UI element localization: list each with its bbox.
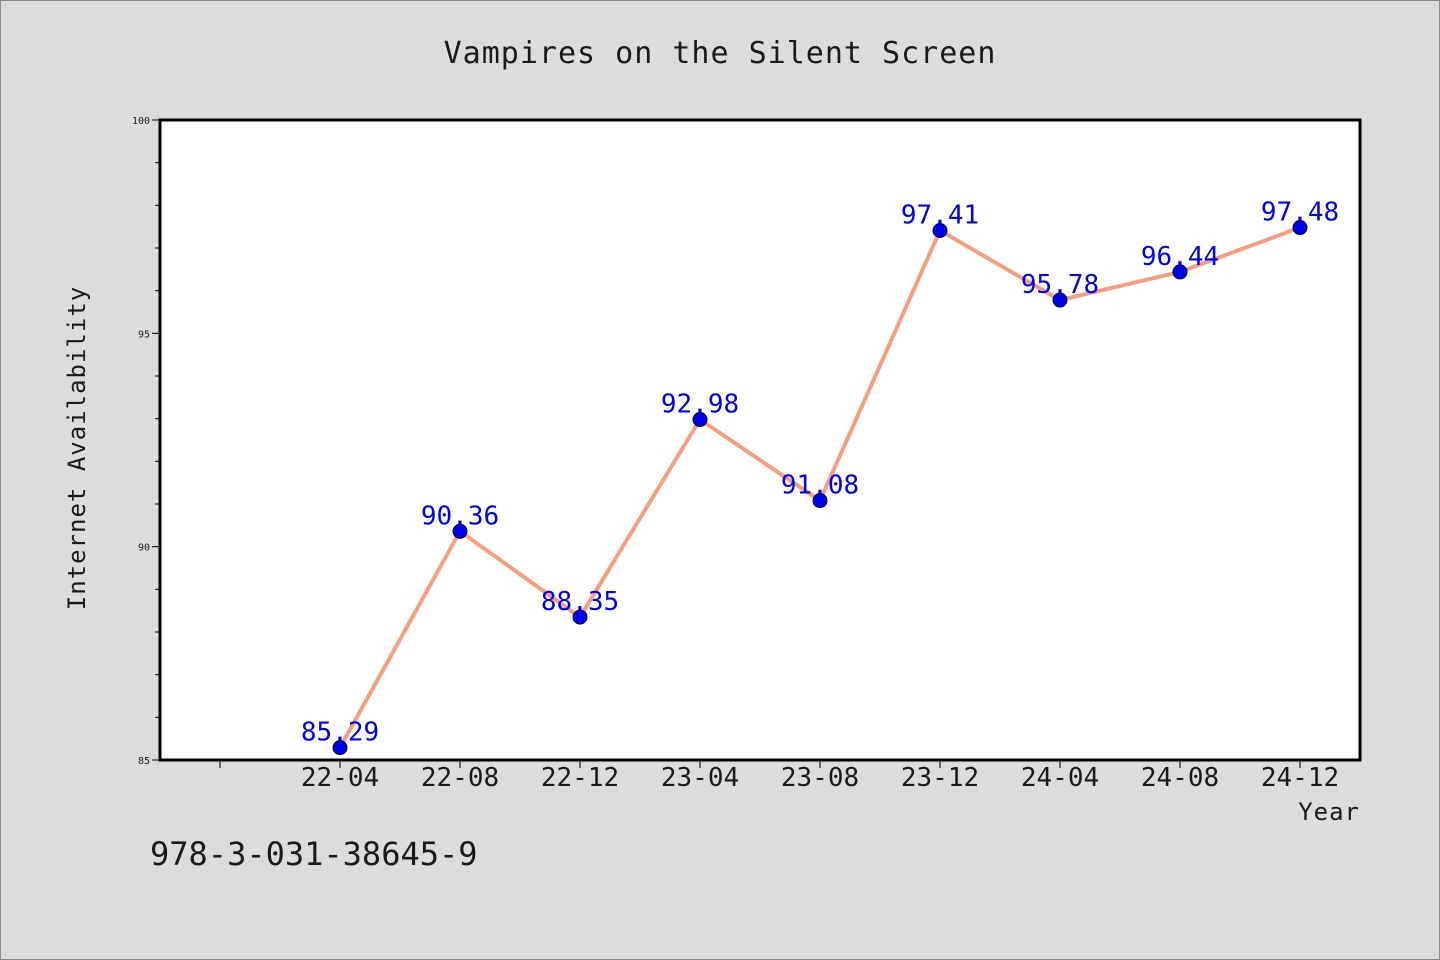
data-label: 92.98 (661, 390, 739, 420)
data-label: 96.44 (1141, 242, 1219, 272)
chart-title: Vampires on the Silent Screen (444, 36, 997, 71)
x-axis-label: Year (1298, 798, 1360, 826)
x-axis: 22-04 22-08 22-12 23-04 23-08 23-12 24-04 24-08… (219, 760, 1339, 793)
data-label: 97.41 (901, 201, 979, 231)
x-tick-label: 22-08 (421, 763, 499, 793)
data-point (332, 740, 348, 756)
data-label: 85.29 (301, 718, 379, 748)
x-tick-label: 23-12 (901, 763, 979, 793)
data-label: 88.35 (541, 587, 619, 617)
data-point (1172, 264, 1188, 280)
y-axis: 85 90 95 100 (132, 116, 160, 767)
x-tick-label: 24-04 (1021, 763, 1099, 793)
x-tick-label: 23-08 (781, 763, 859, 793)
data-point (692, 412, 708, 428)
x-tick-label: 23-04 (661, 763, 739, 793)
plot-area (158, 118, 1362, 762)
x-tick-label: 22-04 (301, 763, 379, 793)
series-line: 85.29 90.36 88.35 92.98 91.08 97.41 95.78 96.44… (301, 198, 1339, 756)
y-tick-label: 90 (138, 543, 150, 554)
isbn-annotation: 978-3-031-38645-9 (150, 835, 478, 873)
y-tick-label: 95 (138, 329, 150, 340)
data-label: 95.78 (1021, 270, 1099, 300)
x-tick-label: 22-12 (541, 763, 619, 793)
x-tick-label: 24-12 (1261, 763, 1339, 793)
data-point (572, 609, 588, 625)
x-tick-label: 24-08 (1141, 763, 1219, 793)
data-point (932, 223, 948, 239)
data-label: 97.48 (1261, 198, 1339, 228)
data-point (1052, 292, 1068, 308)
data-label: 90.36 (421, 501, 499, 531)
data-point (452, 523, 468, 539)
data-point (1292, 220, 1308, 236)
y-axis-label: Internet Availability (63, 286, 91, 610)
data-label: 91.08 (781, 471, 859, 501)
y-tick-label: 85 (138, 756, 150, 767)
y-tick-label: 100 (132, 116, 150, 127)
data-point (812, 493, 828, 509)
